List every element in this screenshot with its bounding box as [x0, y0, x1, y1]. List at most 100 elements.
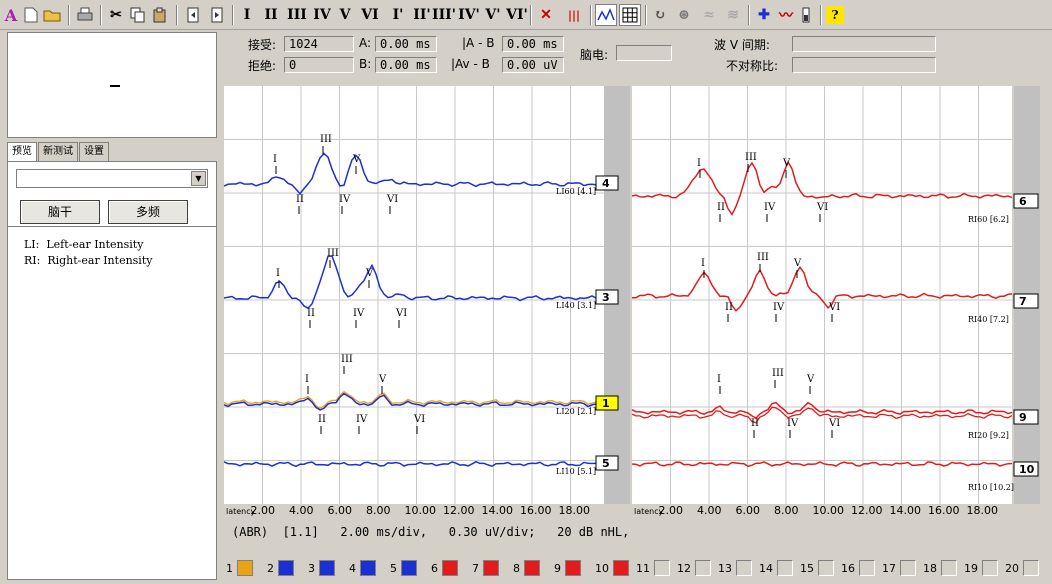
channel-tag-3[interactable] [595, 289, 619, 305]
trace-label: LI60 [4.1] [556, 187, 596, 196]
channel-number: 10 [595, 561, 609, 575]
channel-swatch[interactable] [401, 560, 417, 576]
channel-4[interactable]: 4 [349, 558, 376, 578]
channel-swatch[interactable] [982, 560, 998, 576]
remove-wave-icon[interactable]: 〰 [779, 8, 793, 24]
peak-label: IV [353, 308, 365, 319]
channel-tag-6[interactable] [1013, 193, 1039, 209]
roman-button-3[interactable]: III [287, 7, 307, 23]
channel-swatch[interactable] [360, 560, 376, 576]
channel-16[interactable]: 16 [841, 558, 875, 578]
channel-15[interactable]: 15 [800, 558, 834, 578]
channel-2[interactable]: 2 [267, 558, 294, 578]
channel-swatch[interactable] [237, 560, 253, 576]
channel-tag-4[interactable] [595, 175, 619, 191]
add-wave-icon[interactable]: ✚ [758, 7, 770, 23]
channel-18[interactable]: 18 [923, 558, 957, 578]
roman-button-8[interactable]: II' [413, 7, 431, 23]
open-folder-icon[interactable] [42, 4, 62, 26]
channel-12[interactable]: 12 [677, 558, 711, 578]
channel-swatch[interactable] [319, 560, 335, 576]
channel-swatch[interactable] [483, 560, 499, 576]
tab-new-test[interactable]: 新测试 [38, 142, 78, 161]
multi-frequency-button[interactable]: 多频 [108, 200, 188, 224]
channel-11[interactable]: 11 [636, 558, 670, 578]
channel-swatch[interactable] [859, 560, 875, 576]
channel-10[interactable]: 10 [595, 558, 629, 578]
channel-swatch[interactable] [695, 560, 711, 576]
asymmetry-label: 不对称比: [726, 59, 779, 73]
channel-tag-5[interactable] [595, 455, 619, 471]
channel-swatch[interactable] [900, 560, 916, 576]
curve-icon[interactable] [595, 4, 617, 26]
channel-20[interactable]: 20 [1005, 558, 1039, 578]
channel-9[interactable]: 9 [554, 558, 581, 578]
channel-14[interactable]: 14 [759, 558, 793, 578]
wave-off-icon[interactable]: ≈ [703, 7, 715, 23]
roman-button-6[interactable]: VI [361, 7, 379, 23]
toolbar: A ✂ I II III IV V VI I' II' III' IV' V' VI' ✕ ||| ↻… [0, 0, 1052, 30]
tab-settings[interactable]: 设置 [79, 142, 109, 161]
roman-button-9[interactable]: III' [432, 7, 456, 23]
roman-button-11[interactable]: V' [485, 7, 501, 23]
channel-swatch[interactable] [442, 560, 458, 576]
x-tick-label: 16.00 [928, 504, 960, 517]
roman-button-10[interactable]: IV' [458, 7, 480, 23]
channel-13[interactable]: 13 [718, 558, 752, 578]
trace-li40 [223, 255, 605, 310]
rotate-icon[interactable]: ↻ [654, 7, 666, 23]
channel-tag-7[interactable] [1013, 293, 1039, 309]
channel-swatch[interactable] [818, 560, 834, 576]
next-page-icon[interactable] [208, 4, 226, 26]
copy-icon[interactable] [128, 4, 148, 26]
waveform-icon[interactable]: ||| [567, 8, 580, 22]
roman-button-7[interactable]: I' [392, 7, 404, 23]
channel-19[interactable]: 19 [964, 558, 998, 578]
channel-tag-9[interactable] [1013, 409, 1039, 425]
roman-button-12[interactable]: VI' [506, 7, 528, 23]
battery-icon[interactable] [798, 4, 814, 26]
ab-value: 0.00 ms [502, 36, 564, 52]
eeg-value [616, 45, 672, 61]
grid-icon[interactable] [619, 4, 641, 26]
channel-swatch[interactable] [941, 560, 957, 576]
mode-select[interactable]: ▼ [16, 169, 208, 188]
channel-swatch[interactable] [1023, 560, 1039, 576]
channel-1[interactable]: 1 [226, 558, 253, 578]
cut-icon[interactable]: ✂ [110, 7, 122, 23]
channel-swatch[interactable] [524, 560, 540, 576]
channel-8[interactable]: 8 [513, 558, 540, 578]
channel-swatch[interactable] [777, 560, 793, 576]
channel-swatch[interactable] [654, 560, 670, 576]
brainstem-button[interactable]: 脑干 [20, 200, 100, 224]
trace-li60 [223, 152, 605, 195]
channel-tag-10[interactable] [1013, 461, 1039, 477]
channel-tag-1[interactable] [595, 395, 619, 411]
channel-3[interactable]: 3 [308, 558, 335, 578]
channel-swatch[interactable] [278, 560, 294, 576]
wave-flip-icon[interactable]: ≋ [727, 7, 739, 23]
paste-icon[interactable] [150, 4, 170, 26]
chevron-down-icon[interactable]: ▼ [191, 171, 206, 186]
clear-marks-icon[interactable]: ✕ [540, 7, 552, 23]
roman-button-2[interactable]: II [264, 7, 278, 23]
roman-button-4[interactable]: IV [313, 7, 331, 23]
help-icon[interactable]: ? [826, 6, 844, 24]
refresh-icon[interactable]: ⊛ [678, 7, 690, 23]
prev-page-icon[interactable] [184, 4, 202, 26]
channel-17[interactable]: 17 [882, 558, 916, 578]
channel-swatch[interactable] [736, 560, 752, 576]
tab-preview[interactable]: 预览 [7, 142, 37, 162]
channel-5[interactable]: 5 [390, 558, 417, 578]
channel-7[interactable]: 7 [472, 558, 499, 578]
new-file-icon[interactable] [22, 4, 40, 26]
roman-button-1[interactable]: I [243, 7, 251, 23]
roman-button-5[interactable]: V [339, 7, 351, 23]
print-icon[interactable] [74, 4, 96, 26]
ab-label: |A - B [462, 36, 495, 50]
channel-swatch[interactable] [565, 560, 581, 576]
channel-6[interactable]: 6 [431, 558, 458, 578]
app-logo-icon[interactable]: A [4, 5, 18, 25]
channel-swatch[interactable] [613, 560, 629, 576]
